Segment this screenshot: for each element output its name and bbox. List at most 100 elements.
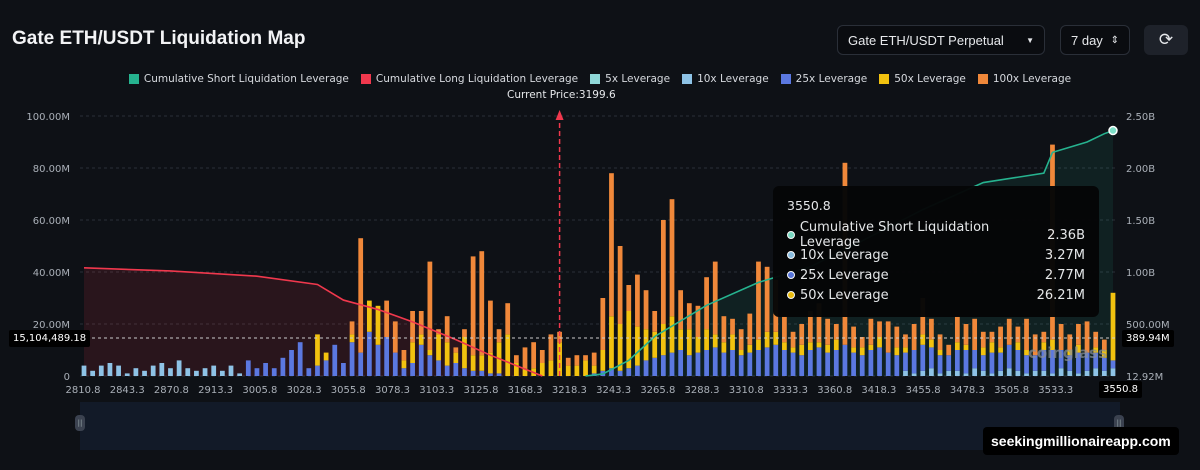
bar-segment [790, 347, 796, 353]
bar-segment [782, 316, 787, 343]
y-tick-label: 100.00M [26, 112, 70, 123]
bar-segment [807, 311, 813, 343]
right-y-tick-label: 1.50B [1126, 216, 1155, 227]
bar-segment [315, 365, 320, 376]
zoom-slider[interactable] [80, 402, 1120, 450]
pair-select-value: Gate ETH/USDT Perpetual [848, 32, 1004, 48]
bar-segment [401, 350, 407, 361]
bar-segment [903, 334, 908, 348]
bar-segment [323, 352, 329, 361]
bar-segment [833, 324, 839, 340]
bar-segment [660, 324, 666, 356]
bar-segment [453, 352, 459, 363]
tooltip-row-value: 3.27M [1044, 247, 1085, 263]
x-tick-label: 3418.3 [861, 385, 896, 396]
x-tick-label: 3218.3 [552, 385, 587, 396]
bar-segment [462, 329, 467, 337]
bar-segment [669, 352, 675, 376]
legend-swatch [780, 74, 791, 84]
bar-segment [453, 347, 459, 353]
bar-segment [401, 368, 407, 376]
bar-segment [418, 311, 424, 335]
bar-segment [1041, 342, 1047, 350]
bar-segment [1101, 339, 1107, 350]
range-select[interactable]: 7 day ⇕ [1060, 25, 1130, 55]
bar-segment [989, 331, 995, 343]
bar-segment [479, 370, 485, 376]
bar-segment [392, 352, 398, 376]
tooltip-row-label: 25x Leverage [800, 267, 889, 283]
bar-segment [453, 363, 459, 376]
chart-tooltip: 3550.8 Cumulative Short Liquidation Leve… [773, 186, 1099, 317]
bar-segment [903, 352, 908, 371]
bar-segment [185, 368, 191, 376]
legend-label: 100x Leverage [992, 73, 1072, 85]
bar-segment [1110, 368, 1116, 376]
bar-segment [695, 305, 701, 337]
bar-segment [522, 368, 528, 376]
bar-segment [790, 352, 796, 376]
bar-segment [444, 342, 450, 366]
bar-segment [1093, 352, 1099, 369]
x-tick-label: 2843.3 [110, 385, 145, 396]
bar-segment [1006, 368, 1012, 376]
bar-segment [1050, 339, 1055, 350]
bar-segment [816, 342, 822, 348]
bar-segment [764, 331, 770, 348]
legend-item[interactable]: 10x Leverage [682, 73, 769, 85]
bar-segment [1041, 331, 1047, 343]
bar-segment [652, 311, 658, 332]
bar-segment [903, 347, 908, 353]
x-tick-label: 2810.8 [66, 385, 101, 396]
x-tick-label: 3005.8 [242, 385, 277, 396]
bar-segment [410, 311, 415, 343]
bar-segment [773, 331, 779, 345]
legend-item[interactable]: Cumulative Long Liquidation Leverage [360, 73, 578, 85]
bar-segment [254, 368, 260, 376]
bar-segment [954, 342, 960, 350]
bar-segment [807, 342, 813, 350]
slider-right-handle[interactable]: || [1114, 415, 1124, 431]
legend-item[interactable]: 25x Leverage [780, 73, 867, 85]
bar-segment [1015, 326, 1021, 343]
bar-segment [712, 334, 718, 348]
bar-segment [721, 352, 727, 376]
bar-segment [228, 365, 234, 376]
x-tick-label: 2913.3 [198, 385, 233, 396]
bar-segment [712, 347, 718, 376]
bar-segment [816, 347, 822, 376]
pair-select[interactable]: Gate ETH/USDT Perpetual ▼ [837, 25, 1045, 55]
bar-segment [903, 370, 908, 376]
bar-segment [410, 342, 415, 363]
bar-segment [782, 350, 787, 376]
bar-segment [790, 331, 796, 348]
bar-segment [323, 360, 329, 376]
bar-segment [980, 331, 986, 348]
x-tick-label: 2870.8 [154, 385, 189, 396]
bar-segment [704, 329, 709, 350]
crosshair-right-value: 389.94M [1122, 330, 1174, 347]
legend-item[interactable]: 50x Leverage [879, 73, 966, 85]
bar-segment [591, 352, 597, 366]
legend-item[interactable]: 5x Leverage [590, 73, 670, 85]
refresh-button[interactable]: ⟳ [1144, 25, 1188, 55]
bar-segment [401, 360, 407, 369]
bar-segment [539, 363, 545, 376]
bar-segment [470, 355, 476, 371]
bar-segment [531, 342, 537, 369]
bar-segment [825, 344, 831, 353]
bar-segment [548, 334, 554, 361]
legend-item[interactable]: 100x Leverage [977, 73, 1072, 85]
bar-segment [219, 370, 225, 376]
bar-segment [1067, 355, 1073, 371]
bar-segment [833, 350, 839, 376]
bar-segment [842, 344, 848, 376]
bar-segment [929, 318, 934, 340]
slider-left-handle[interactable]: || [75, 415, 85, 431]
bar-segment [565, 357, 571, 366]
updown-icon: ⇕ [1110, 34, 1119, 46]
bar-segment [280, 357, 286, 376]
legend-item[interactable]: Cumulative Short Liquidation Leverage [128, 73, 349, 85]
bar-segment [920, 370, 926, 376]
bar-segment [756, 261, 761, 340]
